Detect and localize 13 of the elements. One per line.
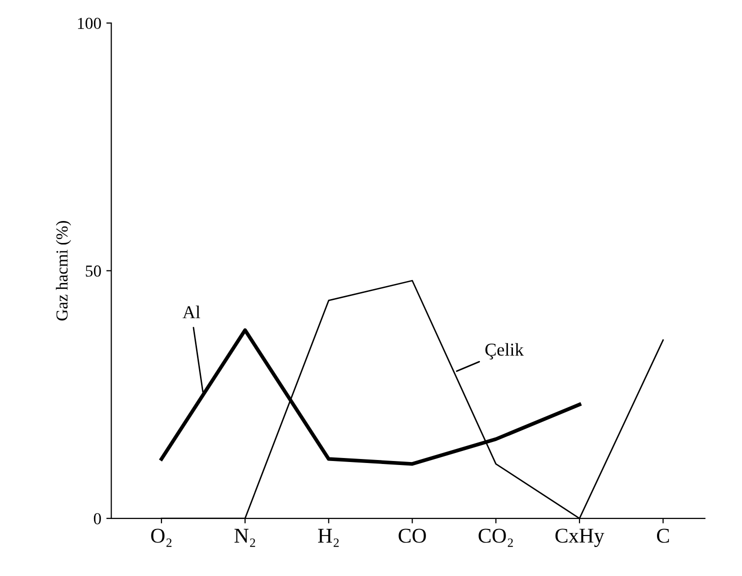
x-tick-label: N₂ <box>234 528 256 547</box>
x-tick-label: O₂ <box>151 528 172 547</box>
x-tick-label: CO₂ <box>478 528 513 547</box>
x-tick-label: H₂ <box>318 528 339 547</box>
y-axis-title: Gaz hacmi (%) <box>56 221 72 320</box>
y-tick-label: 50 <box>86 265 101 277</box>
y-tick-label: 0 <box>94 513 101 524</box>
series-label: Çelik <box>485 343 524 360</box>
x-tick-label: C <box>657 528 669 543</box>
x-tick-label: CO <box>398 528 426 543</box>
x-tick-label: CxHy <box>555 528 604 548</box>
y-tick-label: 100 <box>78 18 101 29</box>
text: Al <box>182 306 200 318</box>
